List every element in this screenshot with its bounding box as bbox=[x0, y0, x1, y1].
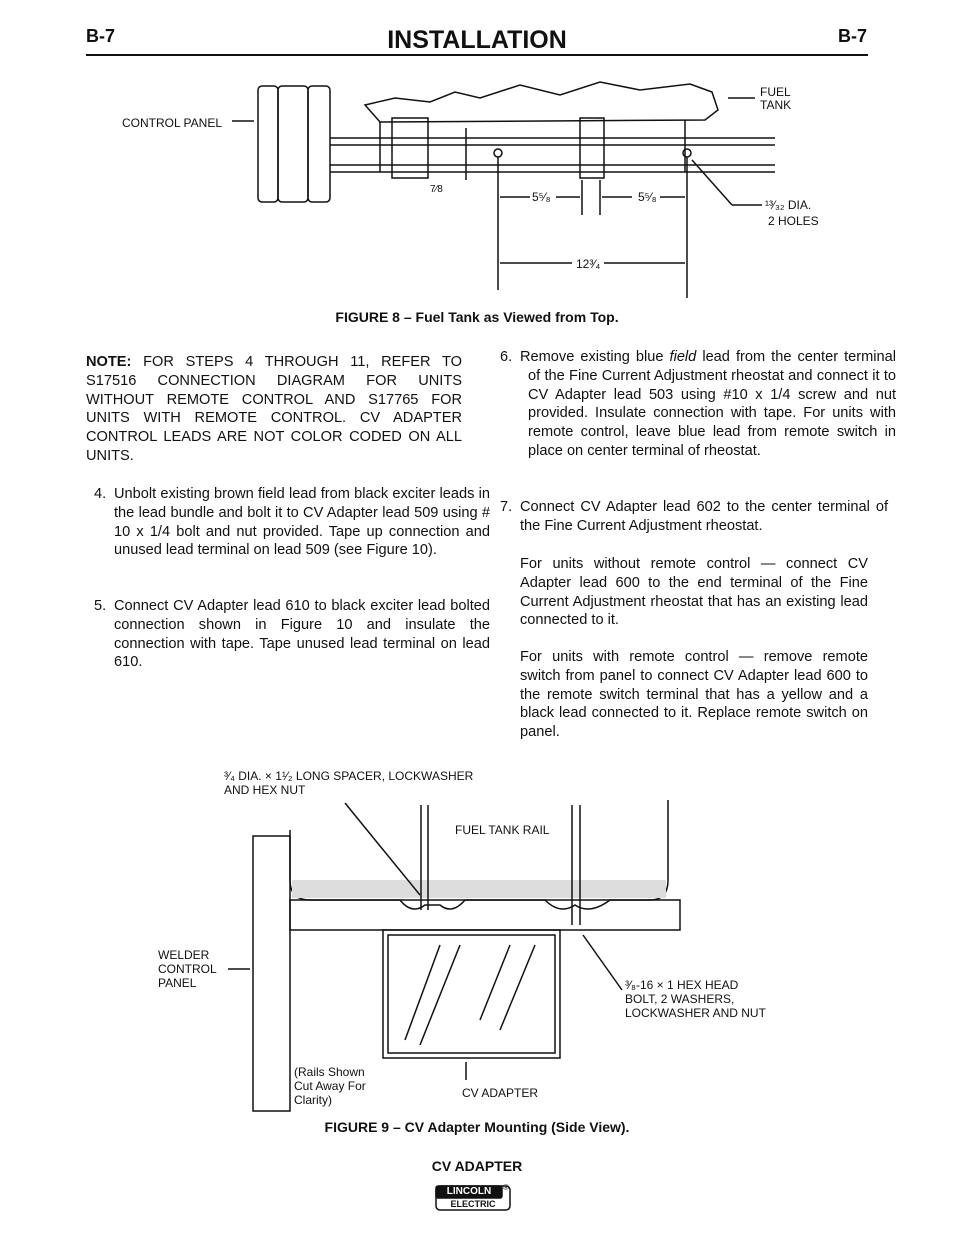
footer-product: CV ADAPTER bbox=[431, 1158, 523, 1174]
diagram-label: PANEL bbox=[158, 976, 197, 990]
diagram-label: 5⁵⁄₈ bbox=[532, 190, 551, 204]
step: 5. Connect CV Adapter lead 610 to black e… bbox=[86, 597, 490, 672]
diagram-label: AND HEX NUT bbox=[224, 783, 306, 797]
diagram-label: ³⁄₈-16 × 1 HEX HEAD bbox=[625, 978, 739, 992]
diagram-label: Cut Away For bbox=[294, 1079, 366, 1093]
diagram-label: ³⁄₄ DIA. × 1¹⁄₂ LONG SPACER, LOCKWASHER bbox=[224, 769, 474, 783]
diagram-label: (Rails Shown bbox=[294, 1065, 365, 1079]
diagram-label: FUEL TANK RAIL bbox=[455, 823, 550, 837]
page-number: B-7 bbox=[86, 26, 116, 46]
paragraph: For units with remote control — remove r… bbox=[520, 649, 868, 741]
logo-bottom: ELECTRIC bbox=[450, 1199, 496, 1209]
step-text: lead from the center terminal of the Fin… bbox=[528, 349, 896, 459]
note-label: NOTE: bbox=[86, 354, 132, 370]
step-number: 4. bbox=[94, 486, 107, 502]
diagram-label: CONTROL bbox=[158, 962, 217, 976]
figure-caption: FIGURE 8 – Fuel Tank as Viewed from Top. bbox=[335, 309, 619, 325]
header-rule bbox=[86, 54, 868, 56]
diagram-label: LOCKWASHER AND NUT bbox=[625, 1006, 767, 1020]
diagram-label: ¹³⁄₃₂ DIA. bbox=[765, 198, 811, 212]
diagram-label: 7⁄8 bbox=[430, 184, 443, 195]
page-title: INSTALLATION bbox=[387, 26, 567, 54]
logo-mark: ® bbox=[503, 1183, 509, 1192]
step: 7. Connect CV Adapter lead 602 to the cen… bbox=[500, 498, 888, 536]
diagram-label: CV ADAPTER bbox=[462, 1086, 538, 1100]
page-number: B-7 bbox=[838, 26, 868, 46]
diagram-label: 12³⁄₄ bbox=[576, 257, 600, 271]
step: 4. Unbolt existing brown field lead from … bbox=[86, 485, 490, 560]
logo-top: LINCOLN bbox=[446, 1186, 492, 1197]
diagram-label: Clarity) bbox=[294, 1093, 332, 1107]
step-number: 5. bbox=[94, 598, 107, 614]
diagram-label: 5⁵⁄₈ bbox=[638, 190, 657, 204]
step-number: 6. bbox=[500, 349, 513, 365]
step: 6. Remove existing blue field lead from t… bbox=[500, 348, 896, 461]
step-text: Connect CV Adapter lead 602 to the cente… bbox=[520, 499, 888, 534]
diagram-label: 2 HOLES bbox=[768, 214, 819, 228]
note: NOTE: FOR STEPS 4 THROUGH 11, REFER TO S… bbox=[86, 353, 462, 466]
diagram-label: BOLT, 2 WASHERS, bbox=[625, 992, 734, 1006]
diagram-label: CONTROL PANEL bbox=[122, 116, 222, 130]
note-text: FOR STEPS 4 THROUGH 11, REFER TO S17516 … bbox=[86, 354, 462, 464]
step-text: Unbolt existing brown field lead from bl… bbox=[114, 486, 490, 559]
step-text: Connect CV Adapter lead 610 to black exc… bbox=[114, 598, 490, 671]
figure-caption: FIGURE 9 – CV Adapter Mounting (Side Vie… bbox=[324, 1119, 630, 1135]
diagram-label: TANK bbox=[760, 98, 791, 112]
diagram-label: FUEL bbox=[760, 85, 791, 99]
step-number: 7. bbox=[500, 499, 513, 515]
paragraph: For units without remote control — conne… bbox=[520, 556, 868, 629]
step-italic: field bbox=[669, 349, 697, 365]
step-text: Remove existing blue bbox=[520, 349, 664, 365]
diagram-label: WELDER bbox=[158, 948, 210, 962]
